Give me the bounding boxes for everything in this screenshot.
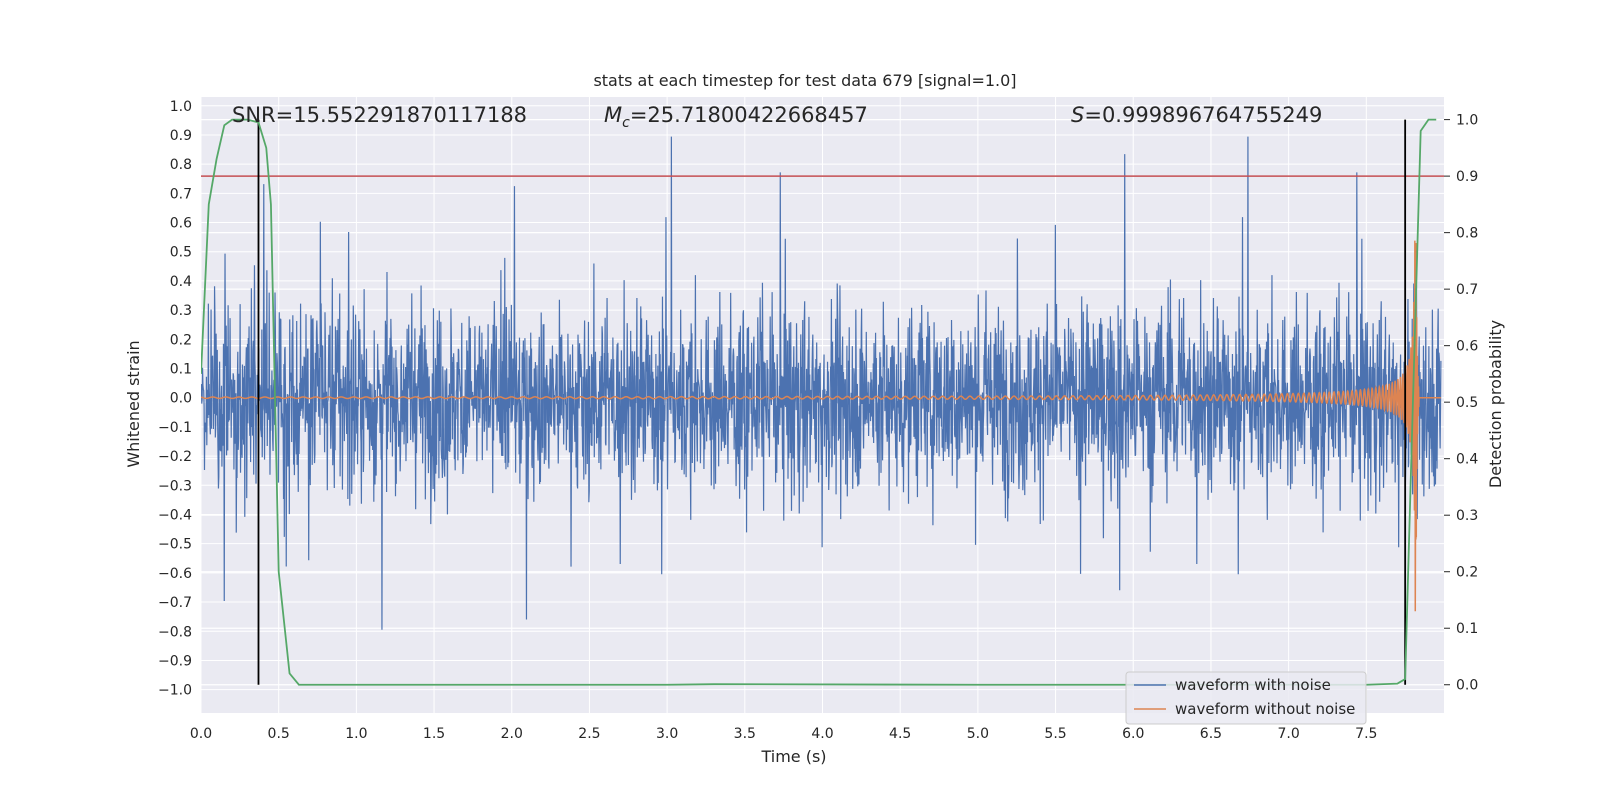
y-tick-label-16: −0.6 xyxy=(158,566,192,582)
y-tick-label-2: 0.8 xyxy=(170,157,192,173)
x-tick-label-4: 2.0 xyxy=(501,726,523,742)
y-axis-right: 1.0 0.9 0.8 0.7 0.6 0.5 0.4 0.3 0.2 0.1 0.0 xyxy=(1444,113,1478,694)
y-tick-label-7: 0.3 xyxy=(170,303,192,319)
x-tick-label-3: 1.5 xyxy=(423,726,445,742)
x-tick-label-11: 5.5 xyxy=(1044,726,1066,742)
y-tick-label-10: 0.0 xyxy=(170,391,192,407)
y-right-tick-label-1: 0.9 xyxy=(1456,169,1478,185)
x-axis: 0.0 0.5 1.0 1.5 2.0 2.5 3.0 3.5 4.0 4.5 5.0 5.5 6.0 6… xyxy=(190,726,1378,742)
y-right-tick-label-10: 0.0 xyxy=(1456,678,1478,694)
y-right-tick-label-8: 0.2 xyxy=(1456,565,1478,581)
s-symbol: S xyxy=(1071,103,1084,127)
y-tick-label-13: −0.3 xyxy=(158,478,192,494)
y-tick-label-20: −1.0 xyxy=(158,683,192,699)
plot-area xyxy=(201,118,1444,686)
y-axis-label: Whitened strain xyxy=(124,340,143,467)
s-annotation: S=0.999896764755249 xyxy=(1071,103,1322,127)
chart-title: stats at each timestep for test data 679… xyxy=(593,71,1016,90)
y-tick-label-19: −0.9 xyxy=(158,653,192,669)
y-right-tick-label-9: 0.1 xyxy=(1456,621,1478,637)
chirp-mass-annotation: Mc=25.71800422668457 xyxy=(604,103,868,131)
chirp-mass-subscript: c xyxy=(622,115,630,131)
y-tick-label-4: 0.6 xyxy=(170,216,192,232)
chirp-mass-value: =25.71800422668457 xyxy=(630,103,868,127)
legend-label-clean: waveform without noise xyxy=(1175,700,1355,718)
y-tick-label-0: 1.0 xyxy=(170,99,192,115)
y-right-tick-label-5: 0.5 xyxy=(1456,395,1478,411)
y-tick-label-9: 0.1 xyxy=(170,362,192,378)
y-tick-label-12: −0.2 xyxy=(158,449,192,465)
x-axis-label: Time (s) xyxy=(760,747,826,766)
y-right-tick-label-3: 0.7 xyxy=(1456,282,1478,298)
y-tick-label-1: 0.9 xyxy=(170,128,192,144)
y-axis-left: 1.0 0.9 0.8 0.7 0.6 0.5 0.4 0.3 0.2 0.1 0.0 −0.1 −0.… xyxy=(158,99,192,699)
x-tick-label-1: 0.5 xyxy=(268,726,290,742)
x-tick-label-12: 6.0 xyxy=(1122,726,1144,742)
x-tick-label-2: 1.0 xyxy=(345,726,367,742)
y-right-tick-label-4: 0.6 xyxy=(1456,339,1478,355)
series-detection-probability xyxy=(201,118,1437,686)
legend-box xyxy=(1125,671,1367,725)
y-tick-label-11: −0.1 xyxy=(158,420,192,436)
y-tick-label-5: 0.5 xyxy=(170,245,192,261)
y-tick-label-6: 0.4 xyxy=(170,274,192,290)
x-tick-label-6: 3.0 xyxy=(656,726,678,742)
y-tick-label-17: −0.7 xyxy=(158,595,192,611)
y-tick-label-15: −0.5 xyxy=(158,537,192,553)
y-right-tick-label-7: 0.3 xyxy=(1456,508,1478,524)
chirp-mass-symbol: M xyxy=(604,103,622,127)
x-tick-label-13: 6.5 xyxy=(1200,726,1222,742)
x-tick-label-8: 4.0 xyxy=(811,726,833,742)
y-tick-label-18: −0.8 xyxy=(158,624,192,640)
x-tick-label-0: 0.0 xyxy=(190,726,212,742)
s-value: =0.999896764755249 xyxy=(1084,103,1322,127)
x-tick-label-10: 5.0 xyxy=(967,726,989,742)
x-tick-label-14: 7.0 xyxy=(1277,726,1299,742)
legend-label-noise: waveform with noise xyxy=(1175,676,1331,694)
x-tick-label-7: 3.5 xyxy=(734,726,756,742)
y-right-tick-label-6: 0.4 xyxy=(1456,452,1478,468)
y-right-tick-label-0: 1.0 xyxy=(1456,113,1478,129)
y-tick-label-14: −0.4 xyxy=(158,507,192,523)
x-tick-label-15: 7.5 xyxy=(1355,726,1377,742)
y-tick-label-8: 0.2 xyxy=(170,332,192,348)
legend: waveform with noise waveform without noi… xyxy=(1125,671,1367,725)
series-waveform-without-noise xyxy=(201,240,1441,612)
x-tick-label-9: 4.5 xyxy=(889,726,911,742)
right-axis-label: Detection probability xyxy=(1486,320,1505,488)
series-waveform-with-noise xyxy=(201,136,1442,630)
snr-annotation: SNR=15.552291870117188 xyxy=(232,103,527,127)
y-right-tick-label-2: 0.8 xyxy=(1456,226,1478,242)
y-tick-label-3: 0.7 xyxy=(170,186,192,202)
x-tick-label-5: 2.5 xyxy=(578,726,600,742)
